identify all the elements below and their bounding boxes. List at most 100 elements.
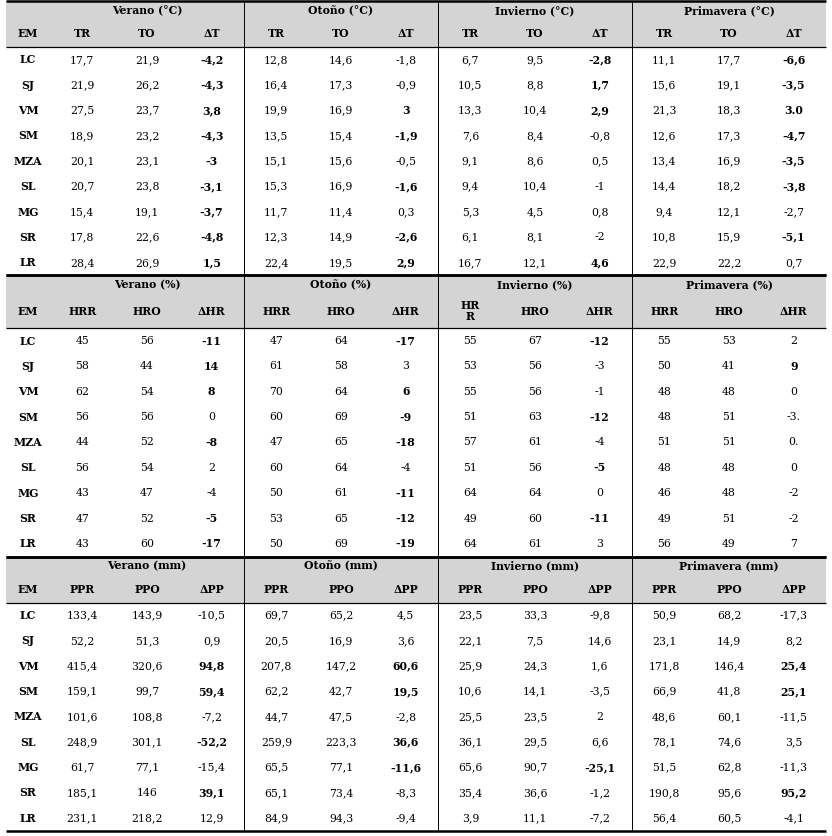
Bar: [6, 576, 826, 603]
Text: 70: 70: [270, 387, 283, 397]
Text: 11,1: 11,1: [522, 813, 547, 823]
Text: 65,6: 65,6: [458, 762, 483, 772]
Bar: [6, 603, 826, 628]
Text: 54: 54: [140, 387, 154, 397]
Text: 44,7: 44,7: [265, 712, 289, 722]
Text: ΔPP: ΔPP: [781, 584, 806, 594]
Text: 64: 64: [463, 539, 478, 549]
Text: 51: 51: [463, 463, 478, 473]
Text: 47: 47: [270, 437, 283, 447]
Text: 259,9: 259,9: [260, 737, 292, 747]
Text: 15,6: 15,6: [652, 80, 676, 90]
Bar: [6, 73, 826, 98]
Text: 15,4: 15,4: [70, 207, 95, 217]
Text: -3,7: -3,7: [200, 206, 224, 217]
Text: 13,3: 13,3: [458, 105, 483, 115]
Text: TO: TO: [332, 28, 349, 39]
Text: 15,9: 15,9: [717, 232, 741, 242]
Text: ΔHR: ΔHR: [392, 306, 419, 317]
Text: VM: VM: [17, 105, 38, 116]
Text: 9: 9: [790, 361, 797, 372]
Text: 14: 14: [204, 361, 219, 372]
Text: -4,1: -4,1: [783, 813, 805, 823]
Bar: [6, 679, 826, 704]
Text: 64: 64: [334, 336, 348, 346]
Bar: [6, 654, 826, 679]
Text: 7: 7: [790, 539, 797, 549]
Text: HRO: HRO: [132, 306, 161, 317]
Text: -12: -12: [396, 513, 415, 524]
Text: 24,3: 24,3: [522, 661, 547, 671]
Text: 52: 52: [140, 437, 154, 447]
Text: 20,7: 20,7: [70, 181, 95, 191]
Text: PPR: PPR: [264, 584, 289, 594]
Text: 46: 46: [657, 488, 671, 498]
Text: 101,6: 101,6: [67, 712, 98, 722]
Text: 14,6: 14,6: [587, 636, 612, 646]
Text: 48: 48: [722, 387, 736, 397]
Text: MG: MG: [17, 762, 39, 773]
Text: TO: TO: [526, 28, 544, 39]
Text: 64: 64: [463, 488, 478, 498]
Text: 3: 3: [402, 105, 409, 116]
Text: 3,6: 3,6: [397, 636, 414, 646]
Text: ΔPP: ΔPP: [200, 584, 224, 594]
Text: PPR: PPR: [458, 584, 483, 594]
Text: TR: TR: [74, 28, 91, 39]
Text: 50: 50: [270, 488, 283, 498]
Text: 60: 60: [528, 513, 542, 523]
Text: MG: MG: [17, 487, 39, 499]
Text: 47: 47: [140, 488, 154, 498]
Text: 3: 3: [597, 539, 603, 549]
Text: 50: 50: [657, 361, 671, 371]
Text: -10,5: -10,5: [198, 610, 225, 620]
Text: PPO: PPO: [716, 584, 742, 594]
Text: 17,3: 17,3: [717, 131, 741, 141]
Text: SL: SL: [20, 737, 36, 747]
Text: 17,8: 17,8: [70, 232, 95, 242]
Text: 44: 44: [140, 361, 154, 371]
Text: 36,6: 36,6: [393, 737, 418, 747]
Text: 11,4: 11,4: [329, 207, 354, 217]
Text: 19,1: 19,1: [135, 207, 159, 217]
Text: 41: 41: [722, 361, 736, 371]
Text: -2,7: -2,7: [783, 207, 805, 217]
Text: 12,1: 12,1: [716, 207, 741, 217]
Text: 56: 56: [528, 463, 542, 473]
Text: SR: SR: [20, 788, 37, 798]
Text: EM: EM: [17, 28, 38, 39]
Text: -1,6: -1,6: [394, 181, 418, 192]
Text: -2,8: -2,8: [395, 712, 416, 722]
Text: 4,5: 4,5: [397, 610, 414, 620]
Text: -19: -19: [396, 538, 415, 549]
Text: -2: -2: [789, 513, 799, 523]
Bar: [6, 405, 826, 430]
Text: Primavera (%): Primavera (%): [686, 279, 772, 290]
Text: 47: 47: [270, 336, 283, 346]
Bar: [6, 47, 826, 73]
Bar: [6, 225, 826, 250]
Text: 12,3: 12,3: [264, 232, 289, 242]
Text: 65: 65: [334, 513, 348, 523]
Text: HRO: HRO: [327, 306, 355, 317]
Text: PPO: PPO: [522, 584, 548, 594]
Text: -3,5: -3,5: [782, 79, 805, 91]
Text: 3,5: 3,5: [785, 737, 802, 747]
Text: HRR: HRR: [651, 306, 678, 317]
Text: 33,3: 33,3: [522, 610, 547, 620]
Text: -4,3: -4,3: [200, 79, 224, 91]
Text: 51,5: 51,5: [652, 762, 676, 772]
Text: EM: EM: [17, 584, 38, 594]
Text: 18,2: 18,2: [716, 181, 741, 191]
Text: 143,9: 143,9: [131, 610, 162, 620]
Bar: [6, 704, 826, 730]
Text: 48,6: 48,6: [652, 712, 676, 722]
Text: Otoño (mm): Otoño (mm): [304, 561, 378, 572]
Text: 8,4: 8,4: [527, 131, 543, 141]
Text: -4: -4: [206, 488, 217, 498]
Text: -2,8: -2,8: [588, 54, 612, 65]
Text: SJ: SJ: [22, 361, 34, 372]
Text: 65: 65: [334, 437, 348, 447]
Text: 16,4: 16,4: [264, 80, 289, 90]
Text: 66,9: 66,9: [652, 686, 676, 696]
